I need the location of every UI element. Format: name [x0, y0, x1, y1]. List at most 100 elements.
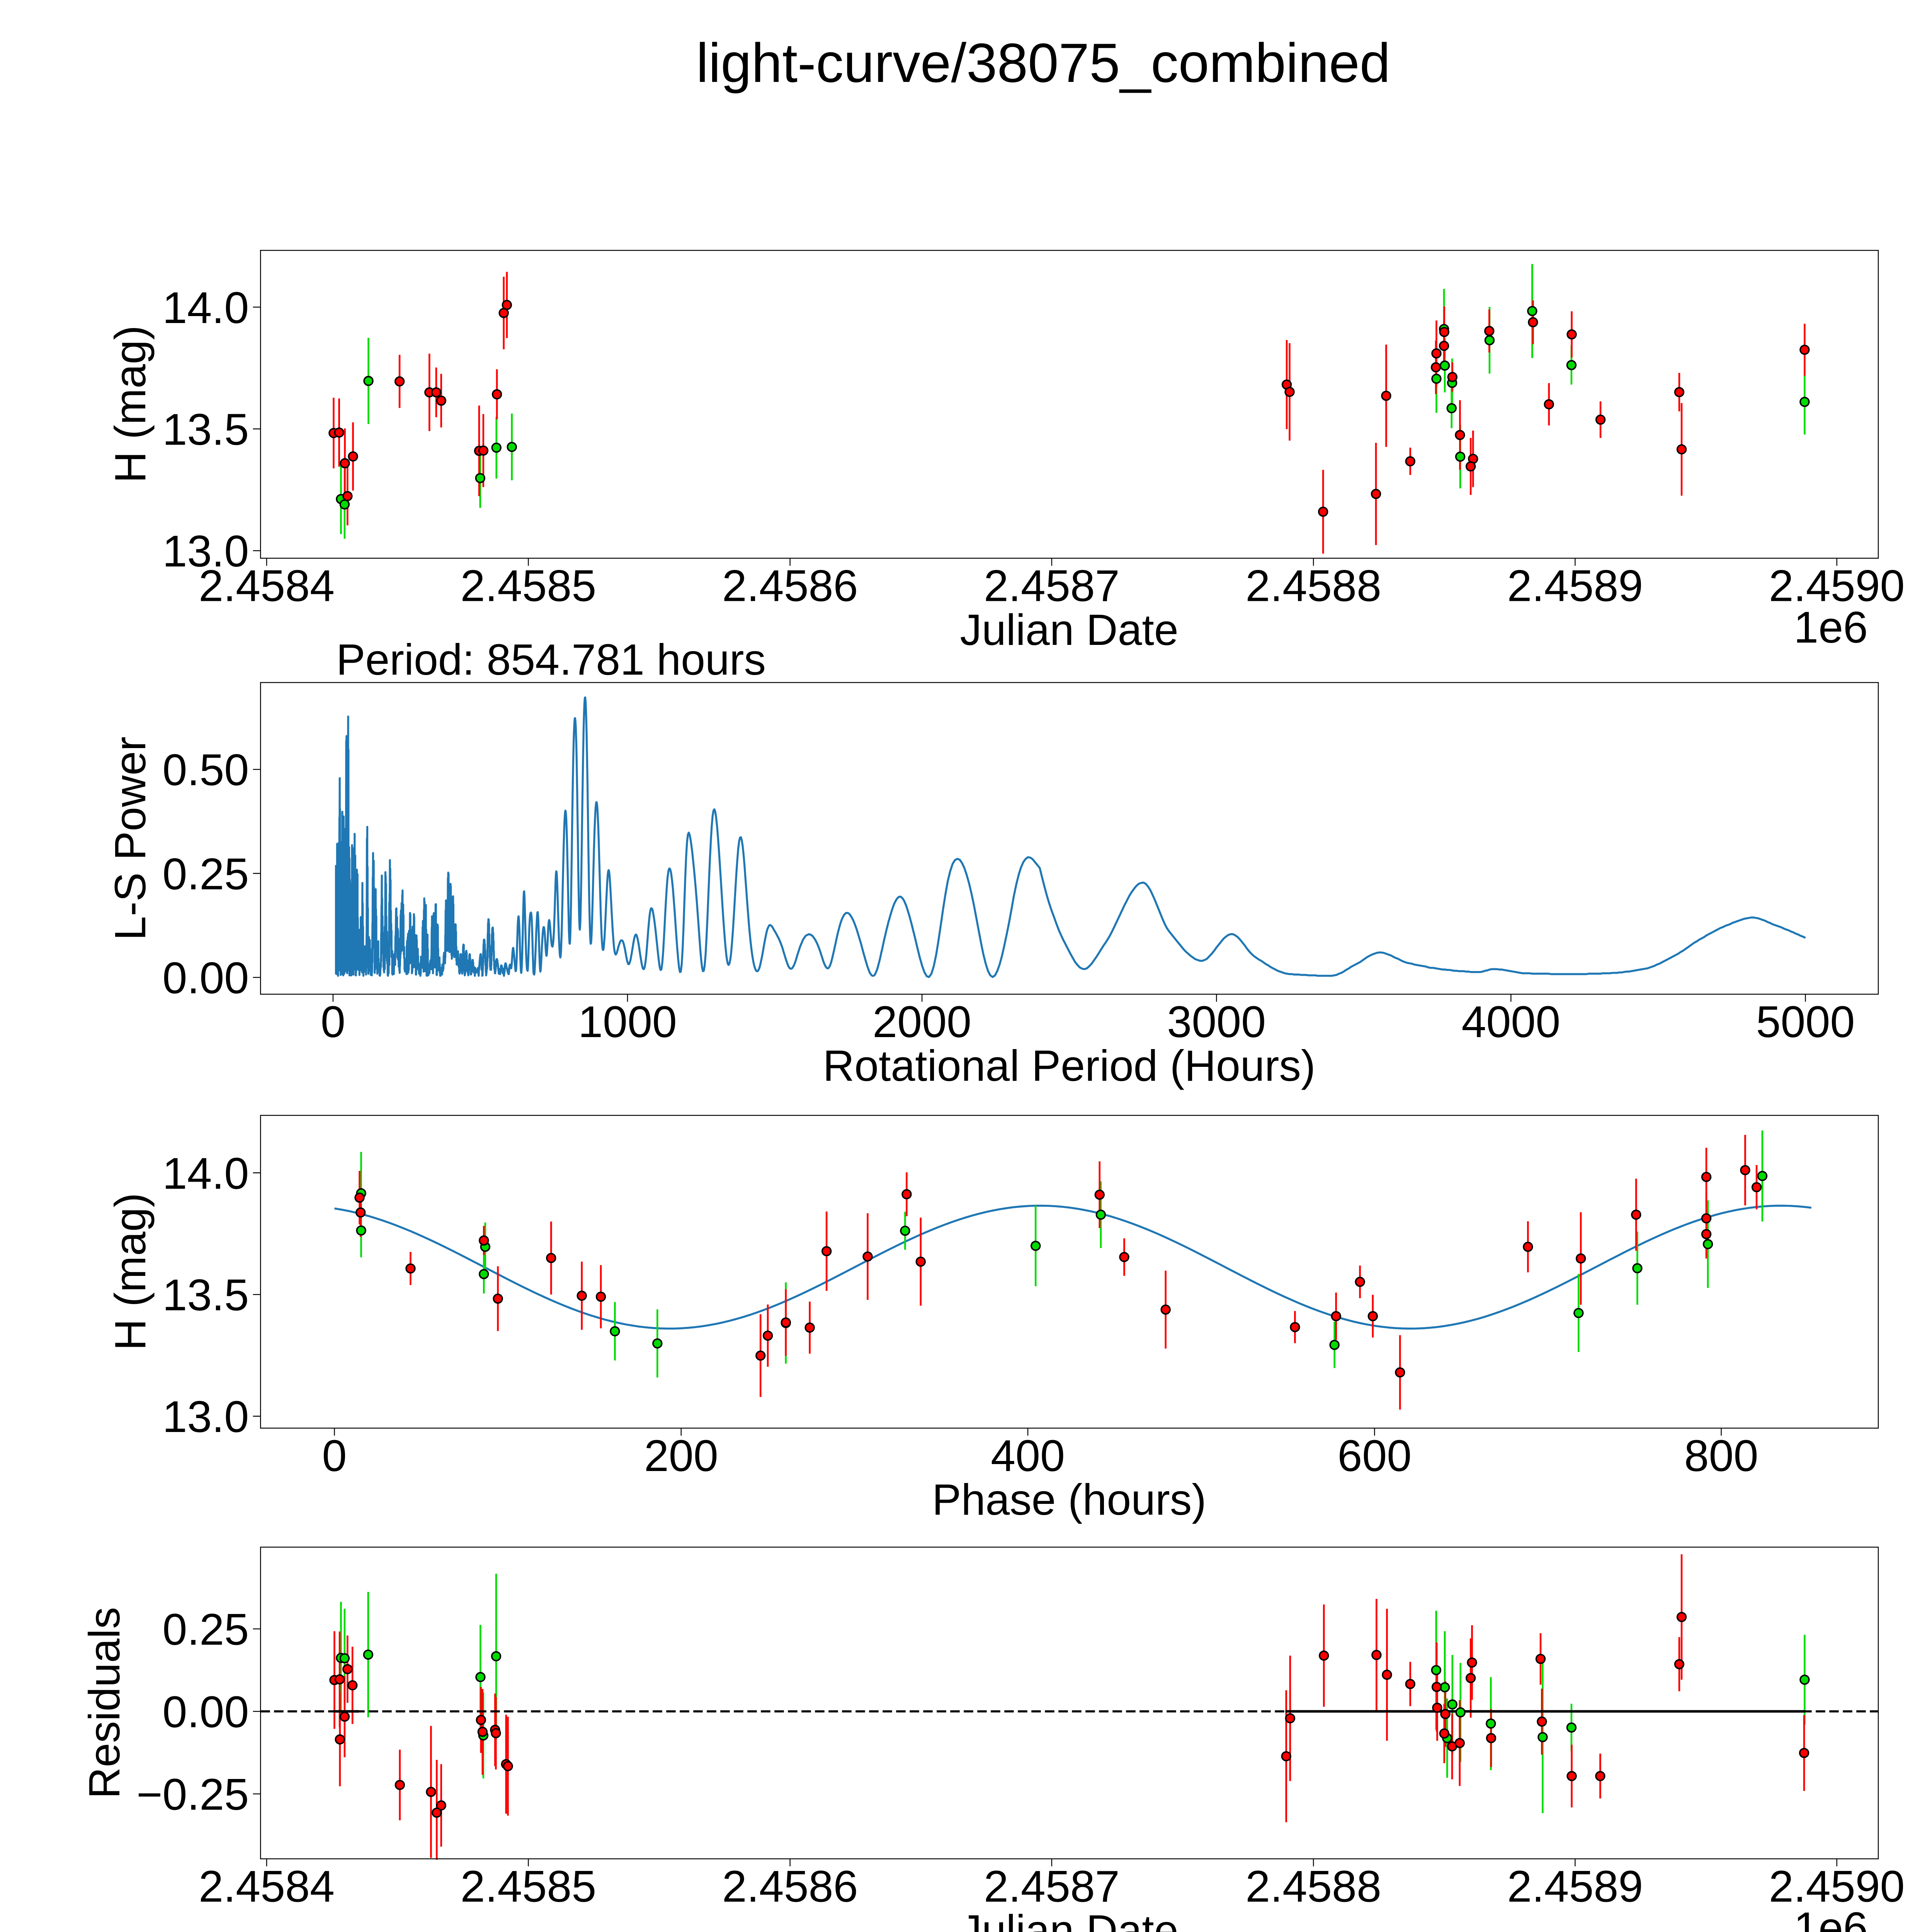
y-tick-label: 0.25	[162, 849, 249, 899]
axes-spines	[260, 1546, 1879, 1859]
data-point	[1484, 326, 1495, 336]
subplot-phased: Phase (hours) H (mag)	[106, 1193, 1206, 1524]
data-point	[1535, 1654, 1546, 1664]
data-point	[340, 458, 350, 469]
data-point	[1431, 1682, 1442, 1692]
data-point	[1566, 1722, 1577, 1733]
data-point	[1455, 451, 1466, 462]
data-point	[354, 1192, 365, 1203]
data-point	[1595, 1771, 1605, 1781]
x-tick-label: 200	[644, 1431, 718, 1481]
x-tick-label: 600	[1337, 1431, 1412, 1481]
data-point	[1701, 1213, 1712, 1224]
data-point	[1367, 1311, 1378, 1321]
x-tick-label: 2.4585	[460, 1862, 596, 1912]
data-point	[431, 387, 442, 398]
y-tick-label: −0.25	[136, 1770, 249, 1820]
x-tick-label: 400	[991, 1431, 1065, 1481]
data-point	[334, 427, 344, 438]
data-point	[1740, 1165, 1750, 1175]
data-point	[1031, 1241, 1041, 1251]
data-point	[1382, 1670, 1392, 1680]
data-point	[1095, 1209, 1106, 1220]
data-point	[491, 1651, 502, 1662]
x-tick-label: 2000	[872, 997, 971, 1047]
data-point	[348, 451, 358, 462]
x-tick-label: 2.4589	[1507, 1862, 1643, 1912]
data-point	[762, 1330, 773, 1341]
data-point	[1440, 1709, 1451, 1719]
data-point	[1632, 1263, 1643, 1274]
data-point	[821, 1246, 832, 1257]
data-point	[1799, 344, 1810, 355]
data-point	[476, 1715, 486, 1725]
data-point	[1371, 1650, 1382, 1660]
data-point	[339, 499, 350, 510]
data-point	[491, 1728, 501, 1738]
subplot-periodogram: Period: 854.781 hours Rotational Period …	[106, 635, 1315, 1090]
data-point	[1371, 489, 1381, 499]
periodogram-curve	[335, 696, 1806, 978]
data-point	[1566, 360, 1577, 371]
periodogram-title: Period: 854.781 hours	[336, 635, 766, 684]
data-point	[426, 1787, 436, 1797]
data-point	[1523, 1242, 1533, 1252]
data-point	[1757, 1171, 1768, 1181]
x-tick-label: 2.4585	[460, 561, 596, 611]
y-tick-label: 0.00	[162, 954, 249, 1003]
x-tick-label: 2.4584	[199, 561, 335, 611]
data-point	[475, 1672, 486, 1682]
data-point	[1430, 362, 1441, 372]
data-point	[1439, 327, 1449, 337]
data-point	[405, 1263, 416, 1274]
x-tick-label: 2.4588	[1245, 561, 1381, 611]
data-point	[342, 491, 353, 502]
y-tick-label: 13.0	[162, 1392, 249, 1442]
y-tick-label: 13.5	[162, 405, 249, 454]
xlabel-rotational-period: Rotational Period (Hours)	[823, 1041, 1316, 1090]
axes-residuals: 2.4584 2.4585 2.4586 2.4587 2.4588 2.4589 2.45…	[136, 1546, 1905, 1912]
data-point	[1751, 1182, 1762, 1192]
x-tick-label: 2.4590	[1769, 561, 1905, 611]
data-point	[339, 1653, 350, 1663]
sinusoid-fit-curve	[334, 1204, 1812, 1330]
data-point	[1467, 1657, 1477, 1668]
data-point	[1544, 399, 1554, 410]
data-point	[1447, 372, 1458, 382]
data-point	[781, 1317, 791, 1328]
x-tick-label: 2.4584	[199, 1862, 335, 1912]
data-point	[479, 1269, 489, 1279]
x-tick-label: 0	[321, 997, 345, 1047]
data-point	[804, 1322, 815, 1333]
data-point	[1431, 1665, 1441, 1675]
x-tick-label: 1000	[578, 997, 677, 1047]
subplot-residuals: Julian Date 1e6 Residuals	[80, 1607, 1868, 1932]
data-point	[1674, 1659, 1685, 1670]
data-point	[395, 1780, 405, 1790]
data-point	[1405, 456, 1415, 467]
data-point	[900, 1225, 910, 1236]
data-point	[1431, 348, 1442, 359]
data-point	[1455, 430, 1465, 440]
data-point	[436, 1800, 446, 1811]
y-tick-label: 14.0	[162, 1149, 249, 1198]
data-point	[363, 1649, 374, 1660]
data-point	[492, 389, 502, 400]
data-point	[436, 395, 446, 406]
data-point	[1527, 306, 1537, 316]
x-tick-label: 2.4590	[1769, 1862, 1905, 1912]
axes-spines	[260, 1115, 1879, 1429]
x-tick-label: 2.4587	[984, 1862, 1120, 1912]
data-point	[355, 1207, 366, 1218]
data-point	[1431, 373, 1442, 384]
data-point	[503, 1761, 513, 1771]
data-point	[1318, 507, 1328, 517]
x-tick-label: 0	[322, 1431, 347, 1481]
data-point	[610, 1326, 620, 1337]
data-point	[1566, 329, 1577, 340]
xlabel-julian-date: Julian Date	[960, 605, 1178, 654]
data-point	[334, 1674, 345, 1685]
data-point	[479, 1235, 489, 1246]
x-tick-label: 2.4586	[722, 1862, 858, 1912]
